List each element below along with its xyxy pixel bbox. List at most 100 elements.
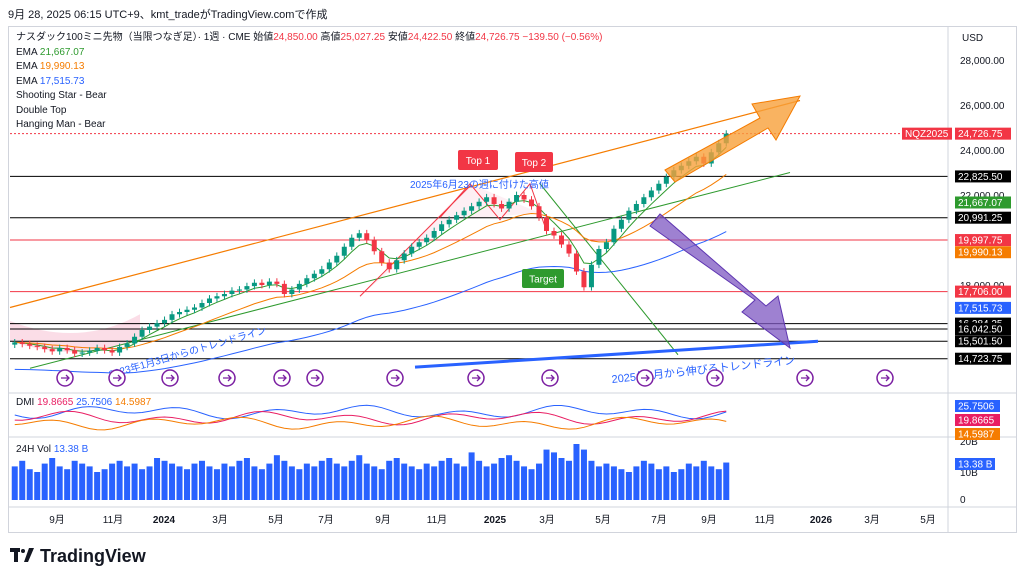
volume-bar bbox=[618, 469, 625, 500]
price-axis-tick: 26,000.00 bbox=[960, 101, 1005, 112]
top2-label-text: Top 2 bbox=[522, 158, 547, 169]
top2-label-bg bbox=[515, 152, 553, 172]
candle-body bbox=[401, 253, 407, 261]
pattern-double-top[interactable]: Double Top bbox=[16, 104, 67, 116]
price-tag-text: 19,990.13 bbox=[958, 248, 1003, 259]
time-axis-label: 2026 bbox=[810, 515, 833, 526]
candle-body bbox=[34, 345, 40, 347]
event-marker-arrow bbox=[881, 374, 890, 382]
double-top-shape bbox=[439, 182, 546, 227]
volume-bar bbox=[184, 469, 191, 500]
time-axis-label: 11月 bbox=[103, 514, 123, 526]
time-axis-label: 9月 bbox=[49, 514, 65, 526]
dmi-legend[interactable]: DMI 19.8665 25.7506 14.5987 bbox=[16, 397, 152, 408]
candle-body bbox=[64, 348, 70, 351]
volume-bar bbox=[64, 469, 71, 500]
volume-bar bbox=[678, 469, 685, 500]
volume-bar bbox=[154, 458, 161, 500]
up-arrow-icon bbox=[664, 95, 801, 183]
candle-body bbox=[588, 264, 594, 288]
volume-bar bbox=[49, 458, 56, 500]
candle-body bbox=[311, 273, 317, 279]
volume-legend[interactable]: 24H Vol 13.38 B bbox=[16, 444, 89, 455]
candle-body bbox=[603, 242, 609, 249]
volume-bar bbox=[723, 462, 730, 500]
candle-body bbox=[214, 296, 220, 299]
price-tag: 19,990.13 bbox=[955, 246, 1011, 259]
volume-bar bbox=[558, 458, 565, 500]
candle-body bbox=[12, 342, 18, 345]
price-tag-text: NQZ2025 bbox=[905, 129, 949, 140]
blue-trendline bbox=[414, 339, 819, 369]
ema-row-3[interactable]: EMA 17,515.73 bbox=[16, 75, 85, 87]
event-marker-icon bbox=[541, 369, 559, 387]
volume-bar bbox=[296, 469, 303, 500]
price-tag-bg bbox=[955, 285, 1011, 298]
top2-label: Top 2 bbox=[515, 152, 553, 172]
time-axis-label: 3月 bbox=[864, 514, 880, 526]
candle-body bbox=[27, 343, 33, 346]
volume-bar bbox=[139, 469, 146, 500]
candle-body bbox=[536, 206, 542, 218]
candle-body bbox=[386, 262, 392, 270]
candle-body bbox=[566, 244, 572, 254]
tv-logo-icon bbox=[10, 546, 34, 567]
candle-body bbox=[476, 201, 482, 207]
candle-body bbox=[596, 249, 602, 265]
volume-bar bbox=[34, 472, 41, 500]
pattern-hanging-man[interactable]: Hanging Man - Bear bbox=[16, 119, 106, 130]
volume-bar bbox=[506, 455, 513, 500]
time-axis-label: 3月 bbox=[212, 514, 228, 526]
volume-bar bbox=[610, 466, 617, 500]
volume-bar bbox=[528, 469, 535, 500]
candle-body bbox=[117, 346, 123, 353]
time-axis-label: 9月 bbox=[701, 514, 717, 526]
upper-channel-line bbox=[9, 99, 801, 309]
price-tag: NQZ2025 bbox=[902, 127, 952, 140]
volume-bar bbox=[288, 466, 295, 500]
candle-body bbox=[491, 197, 497, 204]
candle-body bbox=[551, 231, 557, 236]
candle-body bbox=[19, 342, 25, 344]
pattern-shooting-star[interactable]: Shooting Star - Bear bbox=[16, 90, 107, 101]
price-tag-bg bbox=[955, 127, 1011, 140]
high-note-text: 2025年6月23の週に付けた高値 bbox=[410, 178, 549, 191]
candle-body bbox=[648, 190, 654, 198]
ema-row-1[interactable]: EMA 21,667.07 bbox=[16, 46, 85, 58]
volume-bar bbox=[258, 469, 265, 500]
volume-bar bbox=[19, 460, 26, 500]
price-tag: 21,667.07 bbox=[955, 196, 1011, 209]
target-label: Target bbox=[522, 269, 564, 288]
volume-bar bbox=[498, 458, 505, 500]
candle-body bbox=[341, 246, 347, 256]
volume-bar bbox=[236, 460, 243, 500]
dmi-line bbox=[14, 410, 727, 426]
volume-bar bbox=[198, 460, 205, 500]
candle-body bbox=[364, 233, 370, 240]
volume-bar bbox=[161, 460, 168, 500]
ema-row-2[interactable]: EMA 19,990.13 bbox=[16, 61, 85, 72]
tradingview-logo[interactable]: TradingView bbox=[10, 546, 146, 567]
candle-body bbox=[79, 352, 85, 354]
volume-bar bbox=[423, 463, 430, 500]
change-value: −139.50 (−0.56%) bbox=[522, 32, 603, 43]
price-tag: 19,997.75 bbox=[955, 234, 1011, 247]
symbol-title[interactable]: ナスダック100ミニ先物（当限つなぎ足）· 1週 · CME bbox=[16, 32, 251, 43]
currency-label[interactable]: USD bbox=[962, 33, 984, 44]
down-arrow-icon bbox=[649, 213, 791, 350]
volume-bar bbox=[266, 463, 273, 500]
price-tag: 14,723.75 bbox=[955, 352, 1011, 365]
dmi-tag-text: 14.5987 bbox=[958, 430, 995, 441]
open-value: 24,850.00 bbox=[273, 32, 318, 43]
volume-bar bbox=[56, 466, 63, 500]
price-tag-bg bbox=[955, 211, 1011, 224]
price-tag-text: 17,515.73 bbox=[958, 303, 1003, 314]
volume-bar bbox=[101, 469, 108, 500]
candle-body bbox=[371, 240, 377, 252]
price-tag: 20,991.25 bbox=[955, 211, 1011, 224]
candle-body bbox=[229, 290, 235, 294]
volume-bar bbox=[146, 466, 153, 500]
candle-body bbox=[356, 233, 362, 238]
event-marker-icon bbox=[273, 369, 291, 387]
